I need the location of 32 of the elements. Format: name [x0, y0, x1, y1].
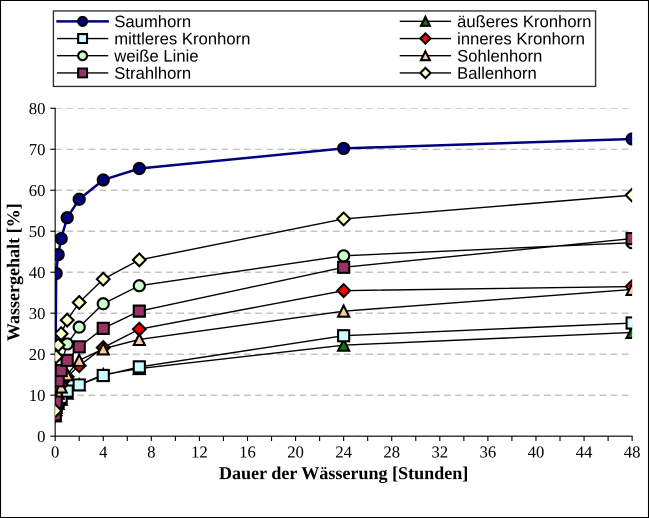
x-tick-label: 16 — [240, 446, 256, 458]
y-tick-label: 20 — [30, 348, 45, 360]
y-axis-title: Wassergehalt [%] — [6, 204, 24, 341]
y-tick-label: 80 — [29, 102, 45, 114]
y-tick-label: 40 — [29, 266, 45, 278]
y-tick-label: 60 — [29, 184, 45, 196]
x-tick-label: 40 — [528, 446, 544, 458]
y-tick-label: 10 — [30, 390, 45, 402]
x-tick-label: 28 — [384, 446, 400, 458]
legend-label: mittleres Kronhorn — [115, 32, 250, 45]
y-tick-label: 0 — [38, 430, 45, 442]
x-axis-title: Dauer der Wässerung [Stunden] — [219, 466, 467, 484]
x-tick-label: 20 — [288, 446, 304, 458]
x-tick-label: 44 — [576, 446, 592, 458]
x-tick-label: 12 — [192, 446, 207, 458]
legend-label: Sohlenhorn — [458, 49, 542, 62]
y-tick-label: 50 — [30, 226, 45, 238]
x-tick-label: 24 — [336, 446, 352, 458]
legend-label: Ballenhorn — [458, 66, 536, 79]
x-tick-label: 48 — [624, 446, 640, 458]
legend-label: inneres Kronhorn — [458, 32, 584, 45]
y-tick-label: 30 — [30, 308, 45, 320]
legend-label: weiße Linie — [114, 49, 198, 62]
legend-label: äußeres Kronhorn — [458, 15, 590, 28]
x-tick-label: 4 — [99, 446, 108, 458]
x-tick-label: 0 — [52, 446, 59, 458]
x-tick-label: 8 — [148, 446, 155, 458]
x-tick-label: 32 — [432, 446, 448, 458]
x-tick-label: 36 — [480, 446, 496, 458]
legend-label: Saumhorn — [115, 15, 190, 28]
y-tick-label: 70 — [30, 144, 45, 156]
legend-label: Strahlhorn — [115, 66, 190, 79]
